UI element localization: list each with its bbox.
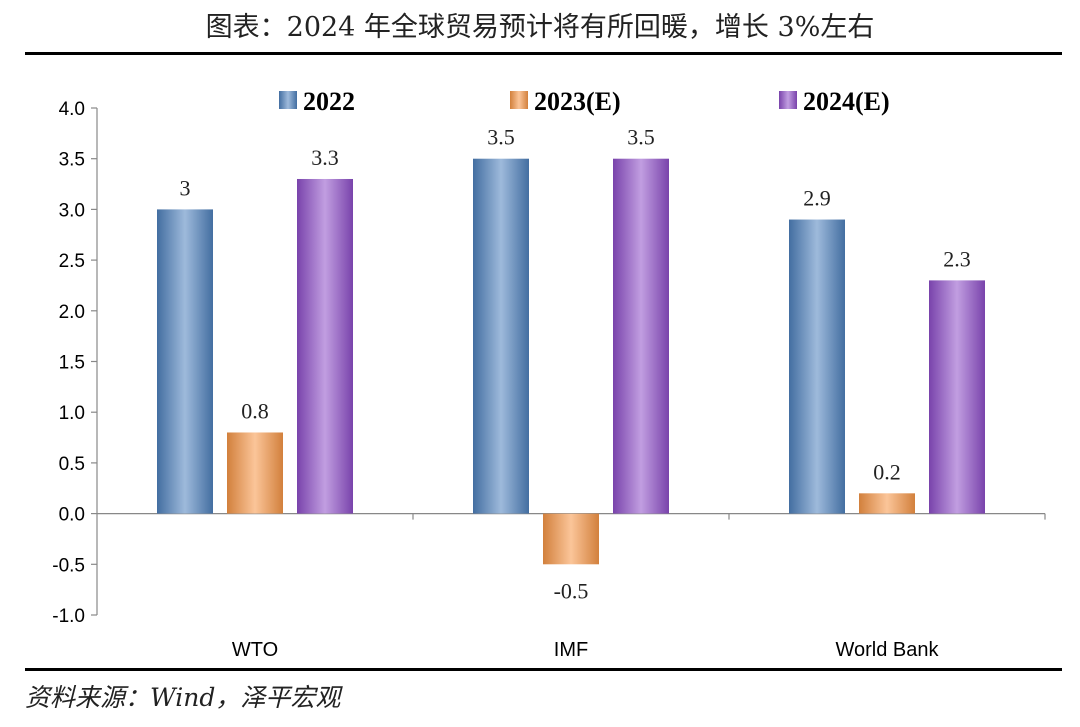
top-rule bbox=[25, 52, 1062, 55]
bar bbox=[929, 280, 985, 514]
data-label: -0.5 bbox=[554, 578, 589, 603]
bar bbox=[157, 209, 213, 514]
data-label: 0.8 bbox=[241, 398, 269, 423]
source-note: 资料来源：Wind，泽平宏观 bbox=[25, 683, 341, 712]
y-tick-label: -1.0 bbox=[52, 606, 85, 627]
data-label: 3 bbox=[180, 175, 191, 200]
bar bbox=[613, 158, 669, 514]
legend-swatch bbox=[510, 91, 528, 109]
data-label: 3.5 bbox=[487, 125, 515, 150]
bar bbox=[789, 219, 845, 514]
chart-bars bbox=[157, 158, 985, 565]
y-tick-label: 4.0 bbox=[59, 99, 85, 120]
bar bbox=[859, 493, 915, 514]
legend-label: 2024(E) bbox=[803, 87, 890, 116]
y-tick-label: 2.0 bbox=[59, 302, 85, 323]
chart-legend: 2022 2023(E) 2024(E) bbox=[279, 87, 890, 116]
data-label: 3.5 bbox=[627, 125, 655, 150]
bar bbox=[297, 178, 353, 514]
bottom-rule bbox=[25, 668, 1062, 671]
y-tick-label: 0.5 bbox=[59, 454, 85, 475]
chart-title: 图表：2024 年全球贸易预计将有所回暖，增长 3%左右 bbox=[205, 12, 875, 43]
data-label: 0.2 bbox=[873, 459, 901, 484]
y-tick-label: 3.5 bbox=[59, 150, 85, 171]
category-label: World Bank bbox=[835, 639, 939, 661]
category-label: WTO bbox=[232, 639, 278, 661]
bar bbox=[227, 432, 283, 514]
y-tick-label: 2.5 bbox=[59, 251, 85, 272]
data-label: 2.3 bbox=[943, 246, 971, 271]
legend-label: 2022 bbox=[303, 87, 355, 116]
legend-swatch bbox=[279, 91, 297, 109]
y-tick-label: 0.0 bbox=[59, 505, 85, 526]
y-tick-label: 1.5 bbox=[59, 353, 85, 374]
y-tick-label: 3.0 bbox=[59, 200, 85, 221]
category-label: IMF bbox=[554, 639, 588, 661]
bar bbox=[543, 513, 599, 565]
y-tick-label: 1.0 bbox=[59, 403, 85, 424]
data-label: 3.3 bbox=[311, 145, 339, 170]
y-tick-label: -0.5 bbox=[52, 555, 85, 576]
bar bbox=[473, 158, 529, 514]
data-label: 2.9 bbox=[803, 186, 831, 211]
legend-swatch bbox=[779, 91, 797, 109]
chart-labels: 3 0.8 3.3 3.5 -0.5 3.5 2.9 0.2 2.3 bbox=[180, 125, 971, 604]
legend-label: 2023(E) bbox=[534, 87, 621, 116]
